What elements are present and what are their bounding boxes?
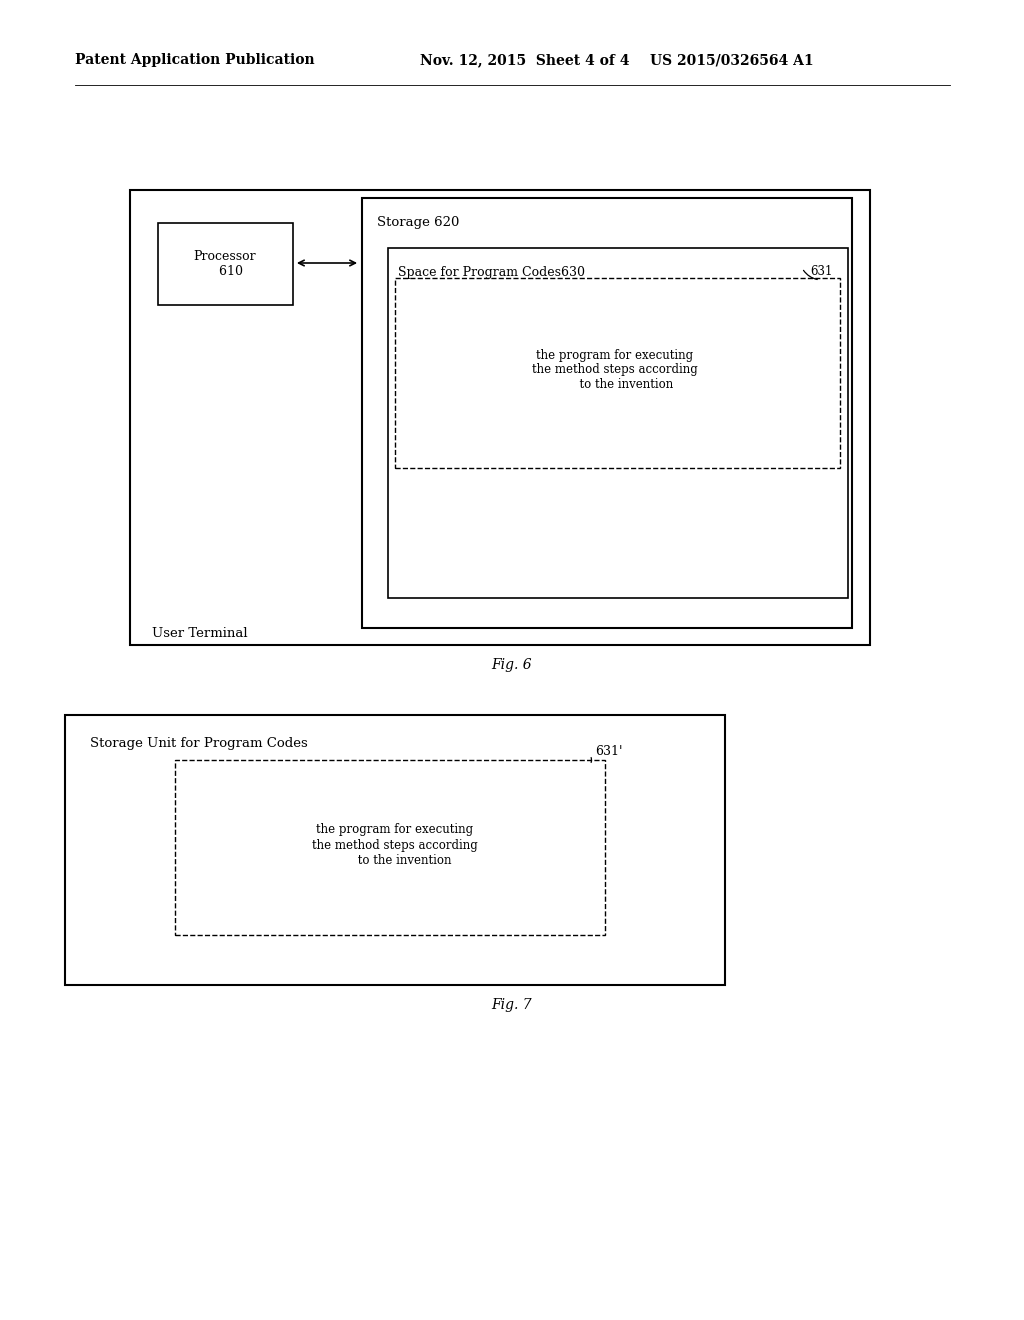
Text: Storage 620: Storage 620: [377, 216, 460, 228]
Text: Space for Program Codes630: Space for Program Codes630: [398, 267, 585, 279]
Bar: [175, 760, 605, 935]
Text: Fig. 7: Fig. 7: [492, 998, 532, 1012]
Text: the program for executing
the method steps according
     to the invention: the program for executing the method ste…: [312, 824, 478, 866]
Bar: [130, 190, 870, 645]
Text: US 2015/0326564 A1: US 2015/0326564 A1: [650, 53, 814, 67]
Text: 631': 631': [595, 744, 623, 758]
Bar: [388, 248, 848, 598]
Bar: [362, 198, 852, 628]
Text: Storage Unit for Program Codes: Storage Unit for Program Codes: [90, 737, 308, 750]
Text: Processor
   610: Processor 610: [194, 249, 256, 279]
Bar: [395, 279, 840, 469]
Text: User Terminal: User Terminal: [152, 627, 248, 640]
Bar: [65, 715, 725, 985]
Text: 631: 631: [810, 265, 833, 279]
Text: Nov. 12, 2015  Sheet 4 of 4: Nov. 12, 2015 Sheet 4 of 4: [420, 53, 630, 67]
Text: Fig. 6: Fig. 6: [492, 657, 532, 672]
Text: Patent Application Publication: Patent Application Publication: [75, 53, 314, 67]
Text: the program for executing
the method steps according
      to the invention: the program for executing the method ste…: [532, 348, 698, 392]
Bar: [158, 223, 293, 305]
